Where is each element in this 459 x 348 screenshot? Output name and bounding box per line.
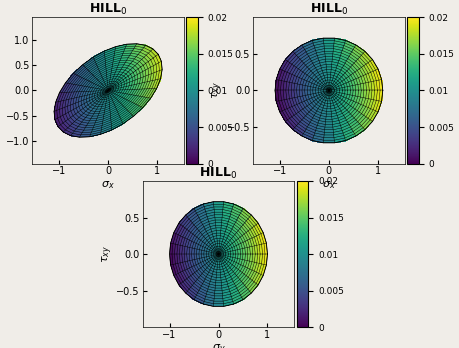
Y-axis label: $\tau_{xy}$: $\tau_{xy}$: [101, 245, 115, 263]
Y-axis label: $\sigma_y$: $\sigma_y$: [0, 84, 5, 97]
Y-axis label: $\tau_{xy}$: $\tau_{xy}$: [211, 81, 225, 100]
X-axis label: $\sigma_x$: $\sigma_x$: [101, 179, 115, 191]
Title: HILL$_0$: HILL$_0$: [89, 2, 127, 17]
X-axis label: $\sigma_y$: $\sigma_y$: [211, 343, 225, 348]
Title: HILL$_0$: HILL$_0$: [309, 2, 347, 17]
X-axis label: $\sigma_x$: $\sigma_x$: [321, 179, 335, 191]
Title: HILL$_0$: HILL$_0$: [199, 166, 237, 181]
